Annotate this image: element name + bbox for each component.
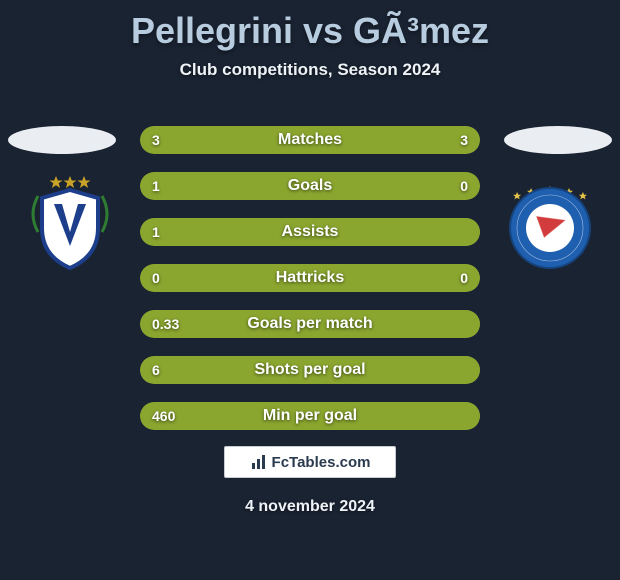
bar-label: Min per goal: [140, 402, 480, 430]
bar-label: Goals: [140, 172, 480, 200]
bar-value-left: 1: [152, 172, 160, 200]
bar-row: Hattricks0 0: [140, 264, 480, 292]
club-crest-icon: [500, 176, 600, 272]
bar-label: Shots per goal: [140, 356, 480, 384]
page-subtitle: Club competitions, Season 2024: [0, 60, 620, 80]
bar-value-right: 3: [460, 126, 468, 154]
bar-row: Min per goal460: [140, 402, 480, 430]
shield-icon: [20, 176, 120, 272]
bar-label: Goals per match: [140, 310, 480, 338]
team-badge-right: [500, 176, 600, 272]
bar-row: Goals per match0.33: [140, 310, 480, 338]
bar-row: Assists1: [140, 218, 480, 246]
bar-value-right: 0: [460, 172, 468, 200]
brand-logo: FcTables.com: [224, 446, 396, 478]
team-badge-left: [20, 176, 120, 272]
bar-value-left: 6: [152, 356, 160, 384]
player-left-ellipse: [8, 126, 116, 154]
footer-date: 4 november 2024: [0, 498, 620, 516]
bar-value-left: 0: [152, 264, 160, 292]
brand-text: FcTables.com: [272, 454, 371, 471]
bar-row: Matches3 3: [140, 126, 480, 154]
player-right-ellipse: [504, 126, 612, 154]
bar-row: Shots per goal6: [140, 356, 480, 384]
bar-value-right: 0: [460, 264, 468, 292]
bar-row: Goals1 0: [140, 172, 480, 200]
bar-value-left: 460: [152, 402, 175, 430]
comparison-bars: Matches33Goals10Assists1Hattricks00Goals…: [140, 126, 480, 448]
bar-value-left: 3: [152, 126, 160, 154]
bar-label: Matches: [140, 126, 480, 154]
bar-value-left: 0.33: [152, 310, 179, 338]
bar-label: Hattricks: [140, 264, 480, 292]
chart-icon: [250, 453, 268, 471]
bar-value-left: 1: [152, 218, 160, 246]
page-title: Pellegrini vs GÃ³mez: [0, 0, 620, 52]
bar-label: Assists: [140, 218, 480, 246]
